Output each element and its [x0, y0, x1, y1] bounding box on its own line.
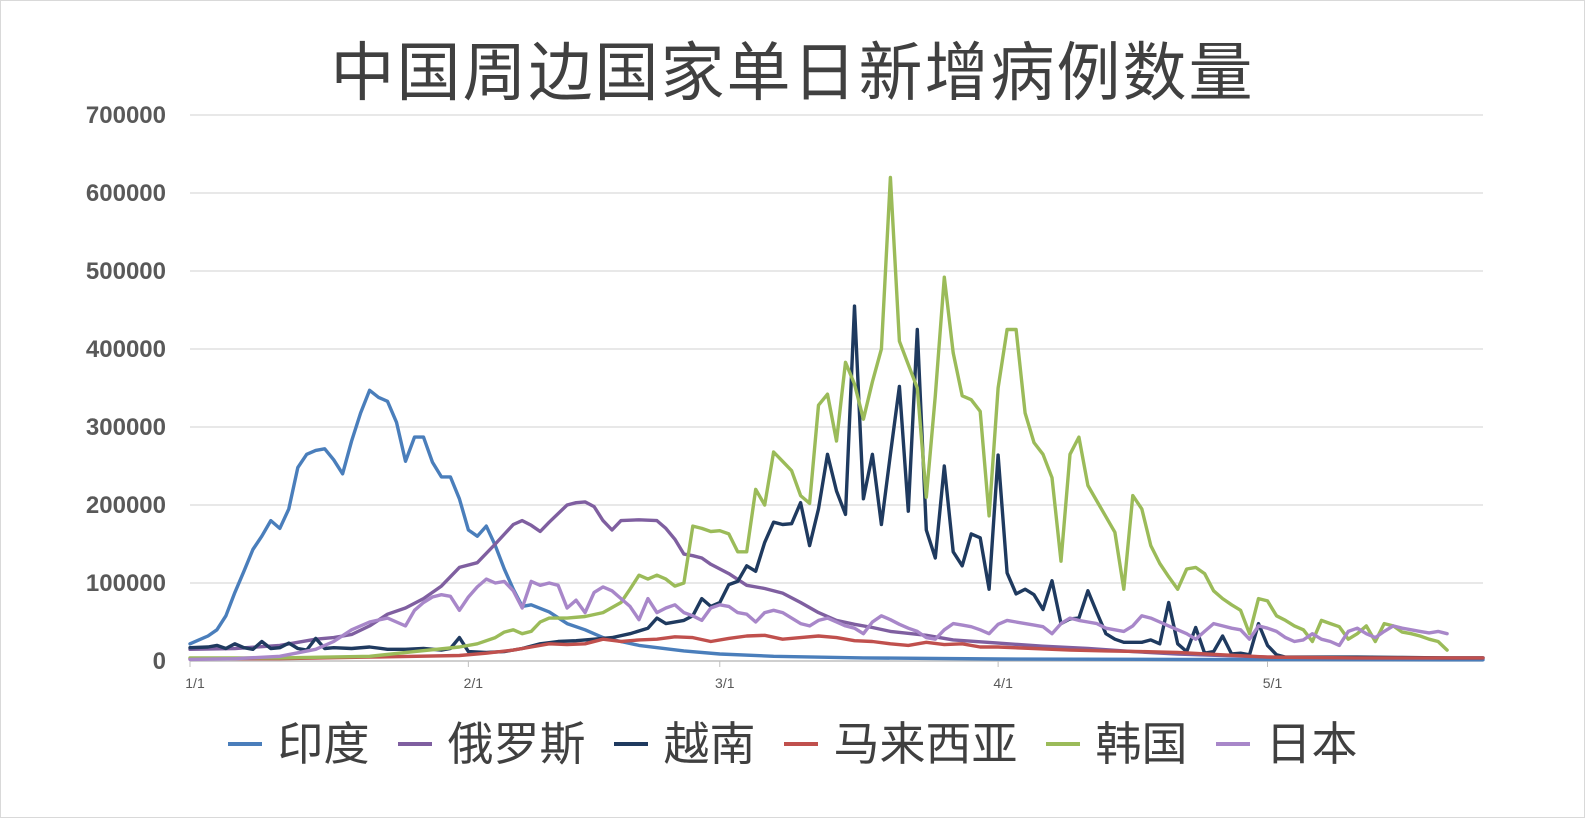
- legend-item: 日本: [1215, 708, 1358, 774]
- series-line: [188, 388, 1485, 662]
- x-tick-label: 5/1: [1263, 675, 1283, 691]
- y-tick-label: 300000: [86, 414, 166, 441]
- legend-item: 印度: [227, 708, 370, 774]
- series-line: [188, 633, 1485, 661]
- y-axis-ticks: 0 100000 200000 300000 400000 500000 600000 700…: [86, 102, 166, 675]
- y-tick-label: 100000: [86, 570, 166, 597]
- legend-swatch: [613, 742, 648, 746]
- legend-item: 俄罗斯: [397, 708, 586, 774]
- legend-label: 马来西亚: [833, 717, 1018, 771]
- x-tick-label: 1/1: [185, 675, 205, 691]
- legend-swatch: [1215, 742, 1250, 746]
- x-axis-ticks: 1/1 2/1 3/1 4/1 5/1: [185, 661, 1282, 691]
- series-line: [188, 175, 1449, 660]
- legend-swatch: [1045, 742, 1080, 746]
- y-tick-label: 400000: [86, 336, 166, 363]
- legend-item: 越南: [613, 708, 756, 774]
- x-tick-label: 2/1: [464, 675, 484, 691]
- y-tick-label: 700000: [86, 102, 166, 129]
- legend-label: 俄罗斯: [447, 717, 586, 771]
- legend-label: 日本: [1265, 717, 1358, 771]
- legend-label: 越南: [663, 717, 756, 771]
- y-tick-label: 0: [153, 648, 166, 675]
- chart-title: 中国周边国家单日新增病例数量: [330, 37, 1255, 111]
- y-tick-label: 600000: [86, 180, 166, 207]
- legend-label: 韩国: [1095, 717, 1188, 771]
- x-tick-label: 4/1: [993, 675, 1013, 691]
- series-line: [188, 500, 1485, 660]
- x-tick-label: 3/1: [715, 675, 735, 691]
- series-line: [188, 577, 1449, 662]
- y-tick-label: 200000: [86, 492, 166, 519]
- legend-item: 韩国: [1045, 708, 1188, 774]
- legend-label: 印度: [277, 717, 370, 771]
- legend-swatch: [397, 742, 432, 746]
- series-lines: [188, 175, 1485, 662]
- legend-item: 马来西亚: [783, 708, 1018, 774]
- y-tick-label: 500000: [86, 258, 166, 285]
- series-line: [188, 304, 1485, 660]
- legend-swatch: [227, 742, 262, 746]
- legend: 印度 俄罗斯 越南 马来西亚 韩国 日本: [0, 708, 1585, 774]
- gridlines: [190, 114, 1483, 662]
- legend-swatch: [783, 742, 818, 746]
